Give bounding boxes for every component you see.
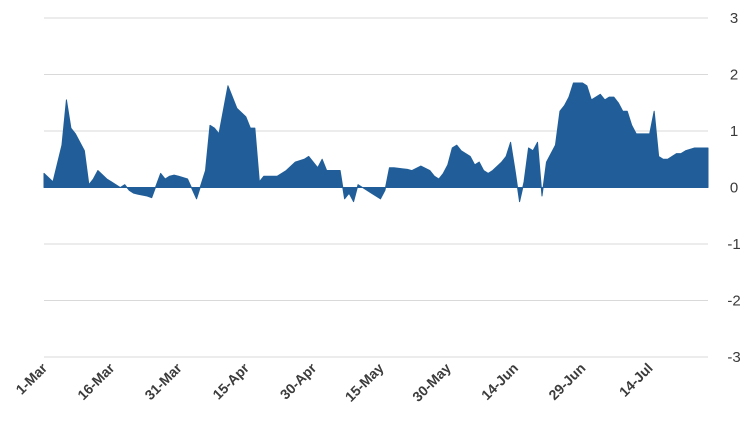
area-series: [43, 82, 709, 203]
x-tick-label: 15-Apr: [209, 359, 252, 402]
x-tick-label: 30-May: [409, 360, 454, 405]
x-tick-label: 15-May: [342, 360, 387, 405]
y-tick-label: -1: [727, 236, 740, 253]
y-tick-label: -3: [727, 349, 740, 366]
y-tick-label: 2: [730, 67, 738, 84]
x-tick-label: 30-Apr: [277, 359, 320, 402]
y-tick-label: 1: [730, 123, 738, 140]
y-axis-ticks: -3 -2 -1 0 1 2 3: [727, 10, 740, 366]
y-tick-label: 0: [730, 180, 738, 197]
x-tick-label: 1-Mar: [12, 359, 50, 397]
x-tick-label: 29-Jun: [545, 360, 588, 403]
x-tick-label: 16-Mar: [74, 359, 118, 403]
y-tick-label: 3: [730, 10, 738, 27]
x-tick-label: 31-Mar: [141, 359, 185, 403]
x-tick-label: 14-Jul: [616, 360, 656, 400]
area-fill: [43, 82, 709, 203]
x-tick-label: 14-Jun: [478, 360, 521, 403]
x-axis-ticks: 1-Mar 16-Mar 31-Mar 15-Apr 30-Apr 15-May 30-Ma…: [12, 359, 655, 404]
y-tick-label: -2: [727, 293, 740, 310]
